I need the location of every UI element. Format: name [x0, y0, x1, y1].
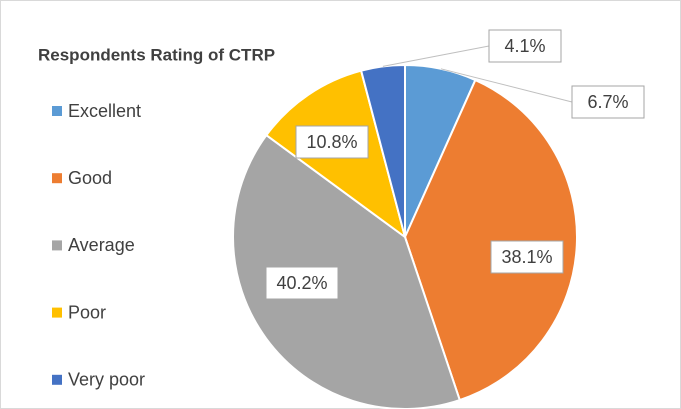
legend-label: Very poor	[68, 370, 145, 390]
legend-swatch	[52, 307, 62, 318]
legend-label: Good	[68, 168, 112, 188]
legend-swatch	[52, 374, 62, 385]
data-label: 10.8%	[306, 132, 357, 152]
data-label: 38.1%	[501, 247, 552, 267]
data-label: 4.1%	[504, 36, 545, 56]
data-label: 40.2%	[276, 273, 327, 293]
data-label: 6.7%	[587, 92, 628, 112]
pie-slice	[403, 78, 578, 402]
data-label-box	[490, 240, 564, 274]
legend-label: Excellent	[68, 101, 141, 121]
pie-slice	[359, 63, 406, 238]
data-label-box	[295, 125, 369, 159]
leader-line	[440, 68, 573, 103]
data-label-box	[265, 266, 339, 300]
data-label-box	[488, 29, 562, 63]
legend-swatch	[52, 173, 62, 184]
leader-line	[382, 45, 490, 67]
chart-title: Respondents Rating of CTRP	[38, 45, 275, 64]
legend-label: Average	[68, 235, 135, 255]
data-label-box	[571, 85, 645, 119]
legend-swatch	[52, 106, 62, 116]
legend-label: Poor	[68, 302, 106, 322]
legend-swatch	[52, 240, 62, 251]
